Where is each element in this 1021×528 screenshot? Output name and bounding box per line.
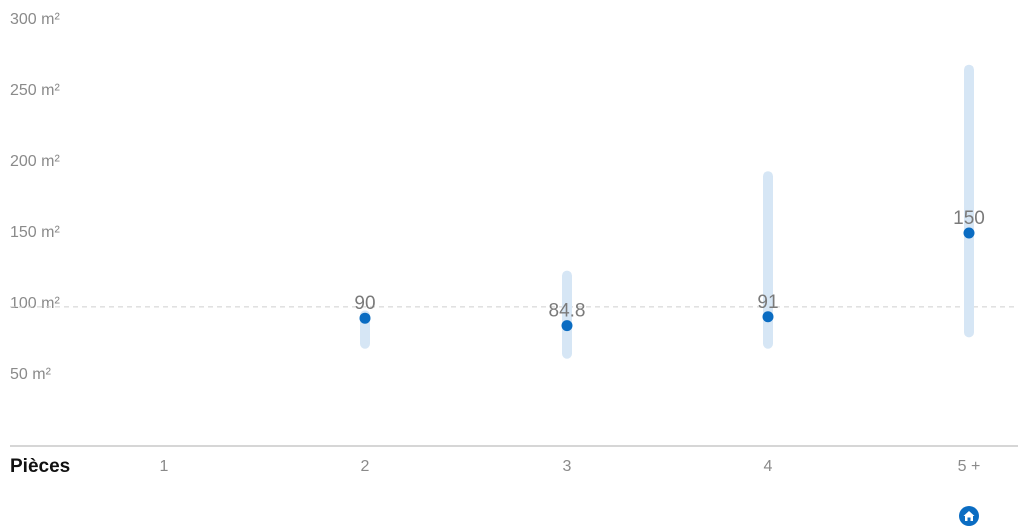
range-bars bbox=[360, 64, 974, 359]
value-labels: 90 84.8 91 150 bbox=[354, 208, 984, 322]
y-tick-label: 200 m² bbox=[10, 153, 60, 170]
x-tick-label: 2 bbox=[361, 458, 370, 475]
y-tick-label: 50 m² bbox=[10, 366, 52, 383]
data-points bbox=[359, 227, 975, 332]
y-tick-label: 150 m² bbox=[10, 224, 60, 241]
y-axis-ticks: 300 m² 250 m² 200 m² 150 m² 100 m² 50 m² bbox=[10, 11, 60, 383]
value-label: 150 bbox=[953, 208, 985, 229]
x-tick-label: 4 bbox=[764, 458, 773, 475]
x-axis-ticks: 1 2 3 4 5 + bbox=[160, 458, 981, 475]
x-tick-label: 1 bbox=[160, 458, 169, 475]
data-point bbox=[561, 320, 573, 332]
data-point bbox=[359, 312, 371, 324]
x-tick-label: 3 bbox=[563, 458, 572, 475]
house-icon[interactable] bbox=[959, 506, 979, 526]
value-label: 84.8 bbox=[549, 301, 586, 322]
y-tick-label: 100 m² bbox=[10, 295, 60, 312]
x-axis-title: Pièces bbox=[10, 456, 70, 477]
value-label: 90 bbox=[354, 293, 375, 314]
x-tick-label: 5 + bbox=[958, 458, 981, 475]
value-label: 91 bbox=[757, 292, 778, 313]
data-point bbox=[963, 227, 975, 239]
data-point bbox=[762, 311, 774, 323]
y-tick-label: 250 m² bbox=[10, 82, 60, 99]
y-tick-label: 300 m² bbox=[10, 11, 60, 28]
